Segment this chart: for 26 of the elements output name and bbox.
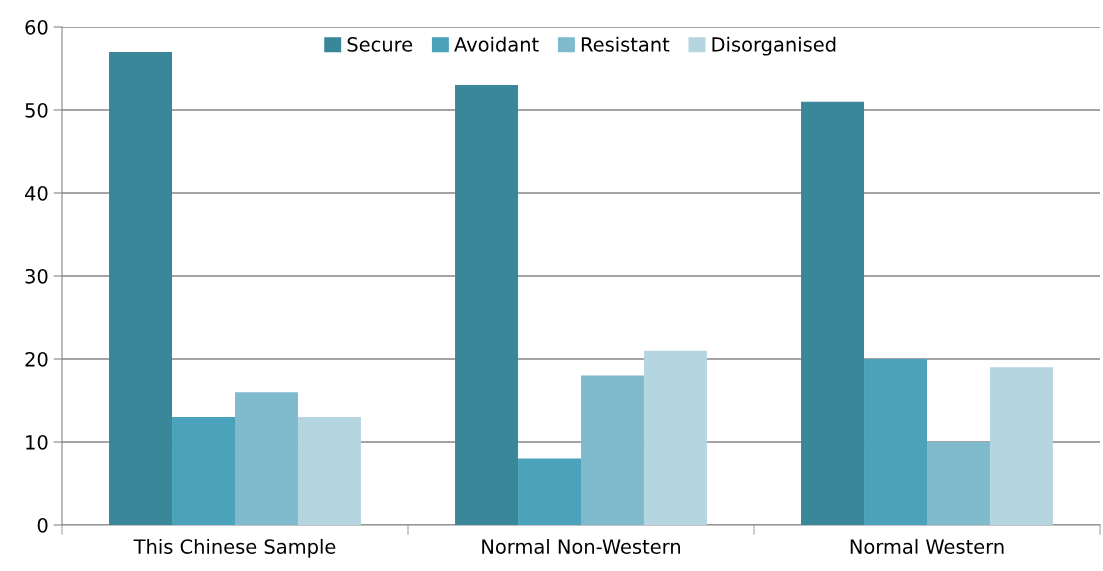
bar bbox=[518, 458, 581, 525]
x-tick-label: Normal Non-Western bbox=[482, 538, 680, 554]
legend-label: Avoidant bbox=[454, 36, 539, 52]
y-tick-label: 30 bbox=[25, 268, 48, 284]
bar bbox=[455, 85, 519, 525]
y-tick-label: 10 bbox=[26, 434, 48, 450]
bar bbox=[927, 442, 990, 525]
bar bbox=[235, 392, 298, 525]
bar bbox=[801, 101, 865, 525]
bar bbox=[109, 51, 173, 525]
legend-label: Disorganised bbox=[712, 36, 836, 56]
y-tick-label: 0 bbox=[37, 517, 48, 533]
x-tick-label: Normal Western bbox=[850, 538, 1004, 554]
y-tick-label: 50 bbox=[25, 102, 48, 118]
x-tick-label: This Chinese Sample bbox=[133, 538, 336, 558]
y-tick-label: 40 bbox=[25, 185, 48, 201]
bar bbox=[989, 367, 1053, 525]
bar bbox=[864, 359, 927, 525]
legend-label: Resistant bbox=[581, 36, 670, 52]
bar bbox=[643, 350, 707, 525]
bar bbox=[172, 417, 235, 525]
bar bbox=[297, 417, 361, 525]
y-tick-label: 20 bbox=[25, 351, 48, 367]
legend-label: Secure bbox=[347, 37, 413, 52]
bar bbox=[581, 375, 644, 525]
y-tick-label: 60 bbox=[25, 19, 48, 35]
